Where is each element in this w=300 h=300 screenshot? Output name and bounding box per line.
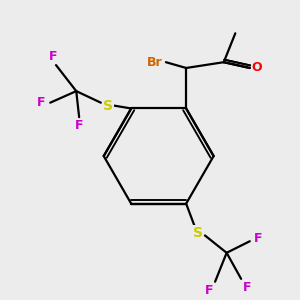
Text: Br: Br (146, 56, 162, 69)
Text: S: S (103, 99, 113, 112)
Text: F: F (75, 119, 83, 132)
Text: S: S (193, 226, 203, 240)
Text: F: F (37, 96, 46, 109)
Text: F: F (254, 232, 263, 245)
Text: F: F (205, 284, 214, 297)
Text: F: F (243, 281, 251, 294)
Text: F: F (49, 50, 57, 63)
Text: O: O (252, 61, 262, 74)
